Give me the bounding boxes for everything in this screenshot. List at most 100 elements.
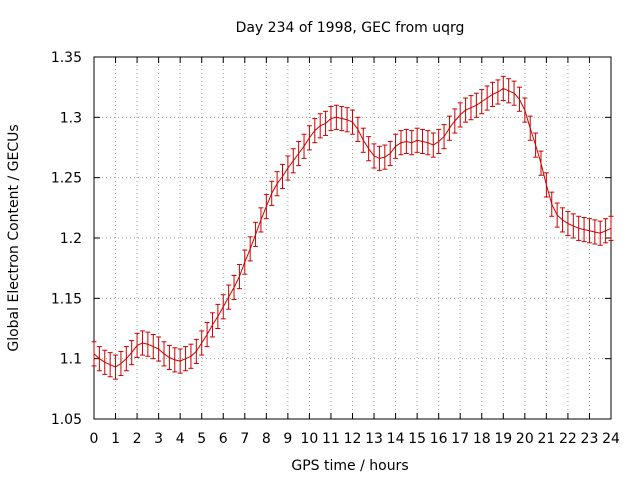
data-point bbox=[253, 221, 259, 247]
data-point bbox=[312, 118, 318, 144]
data-point bbox=[393, 133, 399, 159]
data-point bbox=[441, 124, 447, 150]
data-point bbox=[533, 132, 539, 158]
data-point bbox=[511, 80, 517, 106]
y-tick-label: 1.3 bbox=[60, 110, 82, 126]
y-tick-label: 1.25 bbox=[51, 171, 82, 187]
data-point bbox=[258, 207, 264, 233]
x-tick-label: 8 bbox=[262, 431, 271, 447]
y-tick-label: 1.35 bbox=[51, 50, 82, 66]
data-point bbox=[446, 115, 452, 141]
data-point bbox=[516, 86, 522, 112]
data-point bbox=[398, 130, 404, 156]
y-tick-label: 1.1 bbox=[60, 352, 82, 368]
data-point bbox=[355, 116, 361, 142]
x-tick-label: 20 bbox=[516, 431, 534, 447]
data-point bbox=[123, 346, 129, 372]
x-tick-label: 21 bbox=[537, 431, 555, 447]
data-point bbox=[134, 332, 140, 358]
data-point bbox=[145, 331, 151, 357]
x-tick-label: 0 bbox=[90, 431, 99, 447]
y-axis-label: Global Electron Content / GECUs bbox=[6, 124, 22, 351]
x-tick-labels: 0 1 2 3 4 5 6 7 8 9 10 11 12 13 14 15 16 17 18 19 20 21 22 23 24 bbox=[90, 431, 620, 447]
data-point bbox=[274, 171, 280, 197]
data-point bbox=[436, 128, 442, 155]
data-point bbox=[139, 330, 145, 356]
data-point bbox=[608, 215, 614, 241]
data-point bbox=[344, 107, 350, 133]
data-point bbox=[204, 321, 210, 348]
data-point bbox=[188, 343, 194, 369]
data-point bbox=[592, 219, 598, 245]
data-point bbox=[409, 130, 415, 156]
x-tick-label: 3 bbox=[154, 431, 163, 447]
data-point bbox=[387, 140, 393, 167]
data-point bbox=[323, 110, 329, 136]
data-point bbox=[581, 216, 587, 243]
x-tick-label: 23 bbox=[581, 431, 599, 447]
data-point bbox=[366, 136, 372, 162]
data-point bbox=[490, 81, 496, 107]
x-tick-label: 4 bbox=[176, 431, 185, 447]
data-point bbox=[96, 346, 102, 372]
data-point bbox=[215, 303, 221, 329]
data-point bbox=[113, 354, 119, 380]
data-point bbox=[543, 172, 549, 198]
data-point bbox=[290, 148, 296, 174]
x-tick-label: 19 bbox=[494, 431, 512, 447]
data-point bbox=[161, 341, 167, 367]
x-tick-label: 24 bbox=[602, 431, 620, 447]
data-point bbox=[285, 155, 291, 181]
x-tick-label: 17 bbox=[451, 431, 469, 447]
data-point bbox=[279, 163, 285, 190]
data-point bbox=[403, 128, 409, 155]
data-point bbox=[296, 140, 302, 167]
x-tick-label: 18 bbox=[473, 431, 491, 447]
x-tick-label: 1 bbox=[111, 431, 120, 447]
data-point bbox=[242, 249, 248, 275]
data-point bbox=[500, 75, 506, 101]
data-point bbox=[586, 218, 592, 244]
x-tick-label: 5 bbox=[197, 431, 206, 447]
y-tick-label: 1.2 bbox=[60, 231, 82, 247]
data-point bbox=[360, 127, 366, 153]
data-point bbox=[376, 145, 382, 171]
x-tick-label: 12 bbox=[344, 431, 362, 447]
data-point bbox=[371, 143, 377, 169]
x-tick-label: 15 bbox=[408, 431, 426, 447]
data-point bbox=[560, 207, 566, 233]
data-point bbox=[231, 274, 237, 301]
data-point bbox=[554, 202, 560, 228]
data-point bbox=[317, 113, 323, 139]
data-point bbox=[527, 115, 533, 141]
data-point bbox=[269, 180, 275, 206]
data-point bbox=[166, 344, 172, 371]
data-point bbox=[209, 312, 215, 338]
data-point bbox=[193, 338, 199, 364]
data-point bbox=[522, 97, 528, 123]
data-point bbox=[570, 213, 576, 239]
data-point bbox=[382, 144, 388, 170]
y-tick-label: 1.05 bbox=[51, 412, 82, 428]
data-point bbox=[603, 218, 609, 244]
data-point bbox=[420, 128, 426, 155]
data-point bbox=[220, 294, 226, 320]
data-point bbox=[156, 336, 162, 362]
data-point bbox=[263, 194, 269, 220]
data-point bbox=[473, 92, 479, 118]
data-point bbox=[107, 352, 113, 378]
data-point bbox=[306, 125, 312, 151]
x-tick-label: 14 bbox=[387, 431, 405, 447]
data-point bbox=[118, 350, 124, 377]
data-point bbox=[102, 349, 108, 375]
data-point bbox=[484, 85, 490, 111]
x-tick-label: 11 bbox=[322, 431, 340, 447]
data-point bbox=[457, 102, 463, 128]
data-point bbox=[565, 210, 571, 237]
data-point bbox=[576, 215, 582, 241]
data-point bbox=[452, 108, 458, 134]
data-point bbox=[350, 109, 355, 135]
data-point bbox=[495, 79, 501, 105]
chart-title: Day 234 of 1998, GEC from uqrg bbox=[236, 20, 465, 36]
